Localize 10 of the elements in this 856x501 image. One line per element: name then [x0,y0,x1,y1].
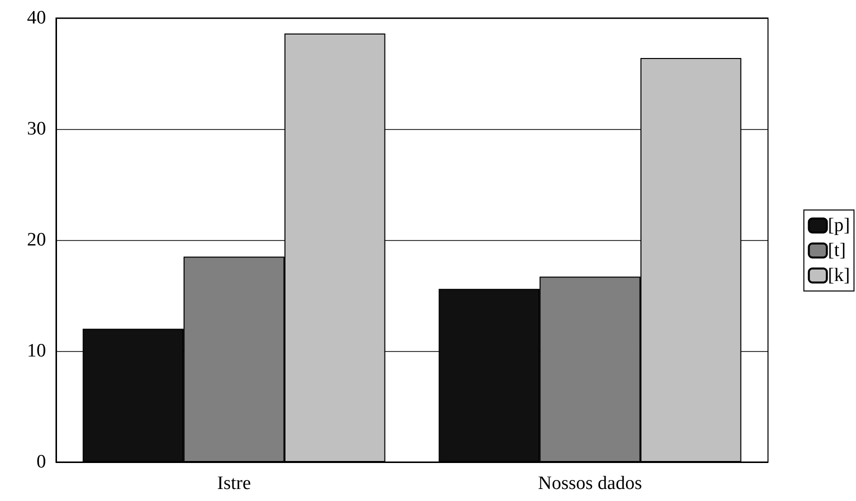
y-tick-label: 10 [27,340,46,362]
y-tick-label: 40 [27,8,46,28]
legend-label: [k] [828,265,850,286]
y-tick-label: 20 [27,230,46,250]
y-tick-label: 0 [36,452,46,472]
legend-label: [p] [828,215,850,236]
x-tick-label: Istre [217,473,251,494]
x-tick-label: Nossos dados [538,473,642,494]
y-tick-label: 30 [27,118,46,140]
legend-label: [t] [828,240,846,261]
